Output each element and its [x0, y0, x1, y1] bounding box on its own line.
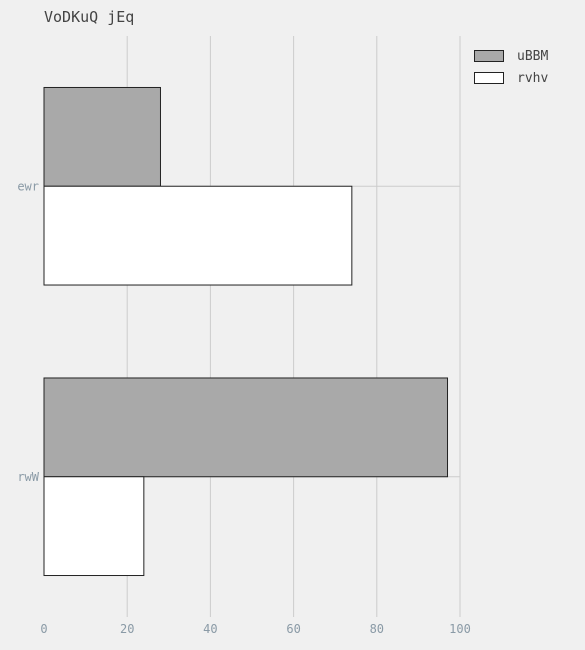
- x-tick-label-5: 100: [449, 622, 471, 636]
- chart-title: VoDKuQ jEq: [44, 8, 135, 26]
- x-tick-label-2: 40: [203, 622, 217, 636]
- bar-uBBM-rwW: [43, 377, 449, 478]
- x-tick-label-4: 80: [370, 622, 384, 636]
- bars: [43, 86, 449, 577]
- y-tick-label-0: ewr: [17, 179, 39, 193]
- legend-item-series-2: rvhv: [474, 67, 548, 89]
- x-tick-label-3: 60: [286, 622, 300, 636]
- bar-rvhv-rwW: [43, 476, 145, 577]
- y-tick-label-1: rwW: [17, 470, 39, 484]
- bar-uBBM-ewr: [43, 86, 161, 187]
- legend-swatch-series-1: [474, 50, 504, 62]
- y-tick-labels: ewr rwW: [17, 179, 39, 484]
- x-tick-label-1: 20: [120, 622, 134, 636]
- x-tick-labels: 0 20 40 60 80 100: [40, 622, 470, 636]
- legend-swatch-series-2: [474, 72, 504, 84]
- legend: uBBM rvhv: [474, 45, 548, 89]
- legend-label-series-1: uBBM: [517, 48, 549, 64]
- legend-label-series-2: rvhv: [517, 70, 549, 86]
- bar-rvhv-ewr: [43, 185, 353, 286]
- legend-item-series-1: uBBM: [474, 45, 548, 67]
- x-tick-label-0: 0: [40, 622, 47, 636]
